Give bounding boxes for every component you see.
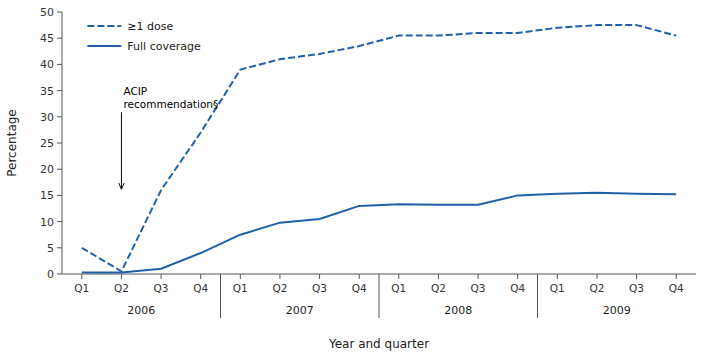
x-tick xyxy=(478,274,479,279)
x-tick-label: Q4 xyxy=(352,282,367,294)
legend-entry: ≥1 dose xyxy=(127,20,173,33)
plot-area xyxy=(82,25,676,272)
annotation-line: recommendation§ xyxy=(123,98,218,110)
legend-entry: Full coverage xyxy=(127,40,201,53)
x-tick-label: Q3 xyxy=(154,282,169,294)
x-tick xyxy=(557,274,558,279)
annotation: ACIPrecommendation§ xyxy=(123,85,218,110)
y-tick-label: 15 xyxy=(40,189,54,202)
y-tick xyxy=(57,116,62,117)
y-tick xyxy=(57,143,62,144)
x-tick xyxy=(596,274,597,279)
y-axis-label: Percentage xyxy=(5,109,19,177)
y-tick-label: 5 xyxy=(47,242,54,255)
y-tick xyxy=(57,169,62,170)
x-tick-label: Q1 xyxy=(391,282,406,294)
y-tick xyxy=(57,38,62,39)
y-tick xyxy=(57,195,62,196)
x-tick-label: Q1 xyxy=(74,282,89,294)
annotation-line: ACIP xyxy=(123,85,147,97)
x-tick xyxy=(319,274,320,279)
y-tick-label: 0 xyxy=(47,268,54,281)
y-tick-label: 45 xyxy=(40,32,54,45)
y-tick xyxy=(57,64,62,65)
year-separator xyxy=(379,274,380,318)
x-tick-label: Q2 xyxy=(589,282,604,294)
x-tick-label: Q3 xyxy=(629,282,644,294)
x-tick xyxy=(81,274,82,279)
legend-swatch xyxy=(87,25,121,27)
y-tick xyxy=(57,12,62,13)
y-tick xyxy=(57,274,62,275)
y-tick xyxy=(57,247,62,248)
x-tick xyxy=(676,274,677,279)
x-tick-label: Q2 xyxy=(431,282,446,294)
y-axis: 0 5 10 15 20 25 30 35 40 45 50 xyxy=(40,6,62,281)
y-tick-label: 40 xyxy=(40,58,54,71)
y-tick-label: 50 xyxy=(40,6,54,19)
y-tick xyxy=(57,221,62,222)
year-separator xyxy=(220,274,221,318)
year-label: 2009 xyxy=(603,304,631,317)
y-tick-label: 25 xyxy=(40,137,54,150)
x-tick-label: Q2 xyxy=(272,282,287,294)
x-tick xyxy=(438,274,439,279)
x-tick xyxy=(279,274,280,279)
x-tick xyxy=(359,274,360,279)
x-tick-label: Q3 xyxy=(312,282,327,294)
year-label: 2008 xyxy=(444,304,472,317)
chart: 05101520253035404550PercentageQ1Q2Q3Q4Q1… xyxy=(0,0,714,358)
year-separator xyxy=(537,274,538,318)
x-tick xyxy=(161,274,162,279)
x-tick xyxy=(200,274,201,279)
legend: ≥1 dose Full coverage xyxy=(87,20,201,53)
x-tick-label: Q4 xyxy=(510,282,525,294)
x-tick-label: Q1 xyxy=(550,282,565,294)
annotation-arrow xyxy=(121,112,122,189)
x-tick-label: Q4 xyxy=(669,282,684,294)
x-tick-label: Q2 xyxy=(114,282,129,294)
x-tick xyxy=(517,274,518,279)
legend-swatch xyxy=(87,45,121,47)
y-tick-label: 10 xyxy=(40,216,54,229)
x-tick-label: Q1 xyxy=(233,282,248,294)
year-label: 2006 xyxy=(127,304,155,317)
series-line xyxy=(82,25,676,271)
x-tick xyxy=(636,274,637,279)
x-axis: Q1 Q2 Q3 Q4 Q1 Q2 Q3 Q4 Q1 Q2 Q3 Q4 Q1 Q2 Q3 Q4 2006 2007… xyxy=(62,274,696,318)
series-line xyxy=(82,193,676,273)
y-tick-label: 30 xyxy=(40,111,54,124)
x-axis-label: Year and quarter xyxy=(328,337,429,351)
x-tick-label: Q4 xyxy=(193,282,208,294)
x-tick xyxy=(121,274,122,279)
y-tick xyxy=(57,90,62,91)
y-axis-line xyxy=(62,12,63,274)
x-tick-label: Q3 xyxy=(471,282,486,294)
y-tick-label: 35 xyxy=(40,85,54,98)
y-tick-label: 20 xyxy=(40,163,54,176)
x-tick xyxy=(398,274,399,279)
x-tick xyxy=(240,274,241,279)
year-label: 2007 xyxy=(286,304,314,317)
